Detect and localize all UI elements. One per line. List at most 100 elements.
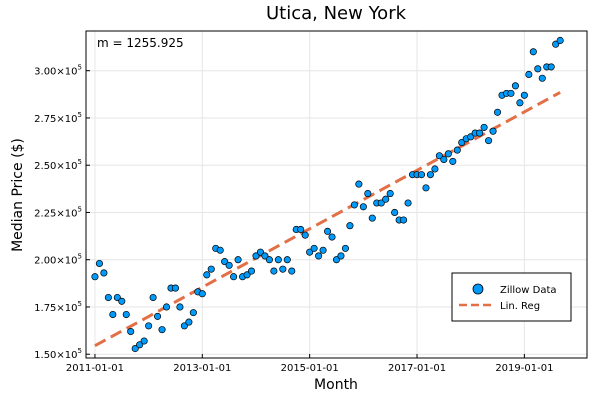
data-point (247, 267, 256, 275)
data-point (377, 199, 385, 207)
data-point (489, 127, 497, 135)
data-point (198, 290, 206, 298)
data-point (449, 157, 457, 165)
data-point (444, 150, 452, 158)
data-point (149, 293, 157, 302)
data-point (346, 222, 354, 230)
data-point (552, 40, 560, 48)
data-point (301, 231, 309, 239)
data-point (136, 341, 144, 349)
data-point (171, 284, 180, 292)
legend: Zillow Data Lin. Reg (451, 272, 572, 322)
data-marks (91, 36, 564, 353)
plot-frame (85, 30, 588, 359)
data-point (109, 310, 117, 319)
data-point (485, 137, 493, 145)
data-point (189, 309, 197, 317)
data-point (391, 208, 399, 217)
data-point (431, 165, 439, 173)
data-point (221, 258, 229, 266)
data-point (310, 244, 318, 252)
legend-scatter-marker (472, 283, 484, 295)
y-axis-title: Median Price ($) (10, 138, 26, 252)
data-point (359, 203, 367, 211)
y-tick-label: 1.75×105 (34, 300, 82, 314)
data-point (319, 246, 327, 254)
data-point (261, 252, 269, 260)
data-point (274, 256, 282, 264)
data-point (426, 171, 434, 179)
data-point (91, 273, 99, 281)
data-point (556, 36, 564, 45)
data-point (140, 337, 148, 345)
data-point (350, 201, 358, 209)
y-tick-label: 1.50×105 (34, 347, 82, 361)
data-point (547, 63, 555, 71)
data-point (458, 138, 466, 147)
data-point (154, 312, 162, 320)
data-point (355, 180, 363, 188)
y-tick-label: 2.25×105 (34, 205, 82, 219)
data-point (118, 297, 126, 305)
data-point (516, 99, 524, 107)
data-point (243, 271, 251, 279)
data-point (203, 271, 211, 279)
x-axis-title: Month (314, 377, 358, 393)
data-point (216, 246, 224, 254)
data-point (386, 190, 394, 198)
data-point (435, 152, 443, 160)
data-point (95, 259, 103, 268)
data-point (158, 326, 166, 334)
chart-title: Utica, New York (266, 3, 407, 24)
data-point (265, 256, 273, 264)
data-point (368, 214, 376, 222)
data-point (404, 199, 412, 207)
x-tick-label: 2013-01-01 (173, 363, 231, 374)
data-point (131, 344, 139, 353)
data-point (422, 184, 430, 192)
data-point (324, 227, 332, 235)
data-point (104, 293, 112, 302)
data-point (256, 248, 265, 256)
data-point (476, 129, 484, 137)
slope-annotation: m = 1255.925 (97, 36, 184, 50)
y-tick-label: 2.50×105 (34, 158, 82, 172)
data-point (315, 252, 323, 260)
x-tick-label: 2019-01-01 (495, 363, 553, 374)
data-point (234, 256, 242, 264)
data-point (480, 123, 488, 131)
data-point (400, 216, 408, 224)
data-point (332, 256, 341, 264)
y-tick-label: 2.00×105 (34, 253, 82, 267)
data-point (279, 265, 287, 273)
legend-box (451, 272, 572, 322)
data-point (511, 82, 519, 90)
data-point (113, 293, 121, 302)
data-point (122, 310, 130, 319)
data-point (225, 261, 233, 269)
data-point (382, 195, 390, 203)
data-point (100, 269, 108, 277)
data-point (306, 248, 314, 256)
legend-label-linreg: Lin. Reg (500, 301, 540, 312)
data-point (297, 225, 305, 234)
data-point (252, 252, 260, 260)
data-point (127, 327, 135, 336)
data-point (180, 322, 188, 330)
data-point (417, 171, 426, 179)
data-point (507, 89, 515, 97)
data-point (520, 91, 528, 99)
data-point (328, 233, 336, 241)
x-axis: 2011-01-01 2013-01-01 2015-01-01 2017-01-01… (66, 354, 553, 374)
data-point (341, 244, 349, 252)
data-point (288, 267, 296, 275)
y-tick-label: 3.00×105 (34, 64, 82, 78)
y-axis: 1.50×105 1.75×105 2.00×105 2.25×105 2.50×105… (34, 64, 90, 361)
data-point (453, 146, 461, 154)
x-tick-label: 2011-01-01 (66, 363, 124, 374)
data-point (493, 108, 502, 116)
data-point (538, 74, 546, 82)
data-point (162, 303, 171, 311)
data-point (525, 70, 533, 79)
